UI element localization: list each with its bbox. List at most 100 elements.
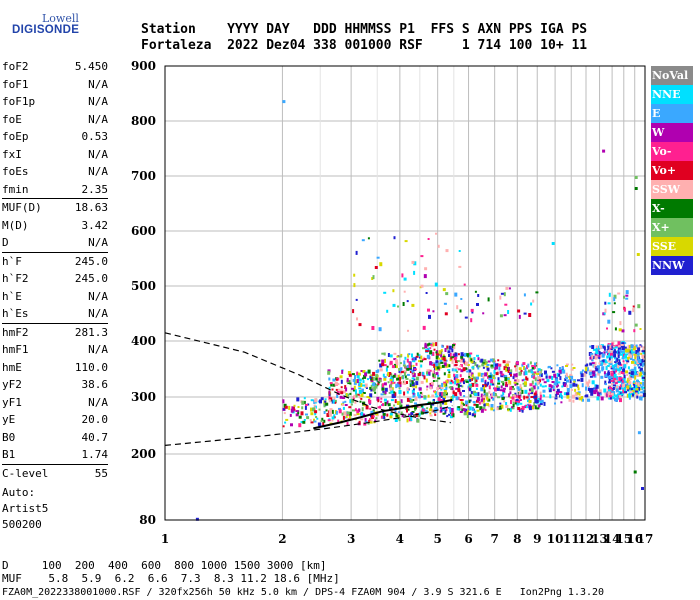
echo-point: [404, 365, 407, 369]
echo-point: [409, 383, 412, 387]
echo-point: [380, 393, 384, 396]
echo-point: [621, 352, 625, 356]
echo-point: [295, 410, 299, 413]
echo-point: [282, 425, 285, 428]
echo-point: [363, 422, 367, 426]
echo-point: [476, 364, 479, 368]
echo-point: [354, 375, 356, 379]
echo-point: [470, 391, 473, 394]
echo-point: [561, 367, 564, 369]
echo-point: [611, 345, 614, 349]
echo-point: [356, 317, 358, 321]
echo-point: [414, 396, 418, 401]
echo-point: [358, 383, 361, 386]
echo-point: [344, 400, 347, 403]
echo-point: [356, 393, 360, 396]
echo-point: [613, 302, 616, 305]
echo-point: [397, 305, 399, 308]
echo-point: [372, 382, 376, 387]
echo-point: [395, 384, 398, 389]
echo-point: [575, 383, 578, 387]
echo-point: [640, 370, 644, 374]
echo-point: [393, 352, 397, 355]
echo-point: [630, 371, 634, 376]
echo-point: [345, 387, 348, 392]
echo-point: [539, 397, 542, 401]
echo-point: [380, 397, 383, 400]
echo-point: [454, 368, 458, 372]
echo-point: [626, 360, 630, 363]
echo-point: [622, 378, 626, 382]
echo-point: [440, 361, 444, 364]
echo-point: [519, 402, 523, 405]
echo-point: [603, 388, 607, 393]
echo-point: [640, 382, 642, 385]
echo-point: [367, 369, 371, 374]
echo-point: [476, 354, 479, 357]
param-name: h`E: [2, 289, 22, 303]
echo-point: [348, 373, 352, 377]
echo-point: [642, 362, 645, 366]
echo-point: [617, 341, 621, 346]
echo-point: [428, 371, 431, 375]
footer-info: FZA0M_2022338001000.RSF / 320fx256h 50 k…: [2, 587, 605, 598]
echo-point: [389, 360, 393, 365]
echo-point: [460, 369, 464, 373]
echo-point: [502, 392, 505, 396]
echo-point: [536, 380, 540, 385]
echo-point: [487, 398, 491, 402]
echo-point: [502, 387, 506, 390]
echo-point: [629, 378, 632, 381]
echo-point: [425, 292, 428, 294]
echo-point: [582, 398, 584, 402]
echo-point: [601, 353, 605, 358]
echo-point: [445, 292, 449, 296]
echo-point: [602, 149, 606, 153]
echo-point: [303, 419, 306, 421]
echo-point: [474, 361, 477, 366]
echo-point: [553, 373, 557, 378]
echo-point: [636, 395, 639, 399]
echo-point: [629, 381, 632, 385]
legend-item-noval: NoVal: [651, 66, 693, 85]
echo-point: [574, 391, 578, 396]
echo-point: [615, 377, 618, 380]
echo-point: [327, 419, 331, 422]
param-value: 1.74: [81, 448, 109, 461]
echo-point: [570, 368, 574, 371]
echo-point: [619, 387, 622, 390]
echo-point: [480, 358, 484, 363]
echo-point: [498, 363, 502, 367]
echo-point: [502, 389, 506, 393]
echo-point: [405, 377, 409, 380]
echo-point: [559, 367, 561, 370]
echo-point: [382, 383, 384, 388]
echo-point: [328, 386, 331, 389]
echo-point: [430, 381, 434, 386]
echo-point: [460, 364, 463, 368]
echo-point: [604, 392, 607, 397]
echo-point: [614, 346, 618, 349]
echo-point: [428, 369, 431, 372]
echo-point: [619, 398, 622, 403]
legend-item-sse: SSE: [651, 237, 693, 256]
echo-point: [613, 353, 617, 358]
echo-point: [446, 345, 449, 349]
echo-point: [561, 385, 564, 388]
echo-point: [375, 370, 379, 374]
echo-point: [593, 364, 596, 368]
echo-point: [334, 381, 338, 386]
echo-point: [607, 348, 611, 352]
echo-point: [444, 312, 448, 316]
echo-point: [534, 382, 538, 386]
echo-point: [521, 363, 524, 367]
echo-point: [558, 373, 561, 377]
echo-point: [611, 350, 614, 355]
echo-point: [609, 345, 612, 348]
echo-point: [369, 386, 372, 390]
echo-point: [610, 376, 613, 379]
echo-point: [548, 387, 551, 390]
echo-point: [437, 397, 441, 402]
echo-point: [406, 390, 409, 394]
echo-point: [637, 347, 641, 352]
